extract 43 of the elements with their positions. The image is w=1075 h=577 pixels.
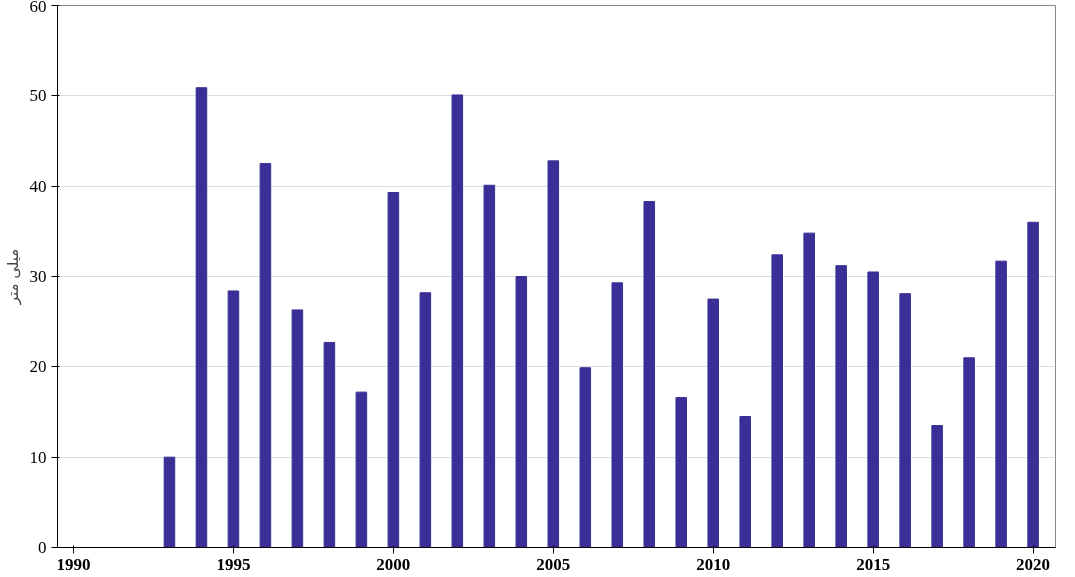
x-tick-label: 2005	[536, 554, 571, 574]
bar	[579, 367, 592, 548]
y-tick-label: 40	[29, 176, 47, 196]
y-tick-label: 60	[29, 0, 47, 16]
bar	[771, 254, 783, 548]
bar	[355, 391, 368, 548]
bar	[323, 341, 336, 548]
x-tick-label: 1995	[216, 554, 251, 574]
bar	[739, 416, 751, 548]
bar	[643, 201, 656, 548]
x-tick-label: 2015	[856, 554, 891, 574]
y-tick-label: 0	[38, 538, 47, 557]
bar	[611, 282, 624, 548]
bar	[899, 293, 911, 548]
bar	[515, 276, 528, 548]
bar	[963, 357, 975, 548]
bar	[195, 87, 208, 548]
x-tick-label: 2020	[1016, 554, 1051, 574]
bar	[707, 298, 720, 548]
bar	[259, 163, 272, 548]
bar	[547, 160, 560, 548]
bar	[835, 265, 847, 548]
bar	[419, 292, 432, 548]
y-tick-label: 50	[29, 86, 47, 106]
y-tick-label: 20	[29, 357, 47, 377]
bar	[1027, 221, 1039, 548]
bar	[803, 232, 815, 548]
y-tick-label: 30	[29, 267, 47, 286]
x-tick-label: 1990	[56, 554, 91, 574]
y-axis-title: میلی متر	[3, 248, 22, 306]
bar	[387, 191, 400, 548]
bar	[867, 271, 879, 548]
y-tick-label: 10	[29, 447, 47, 467]
bar	[451, 94, 464, 548]
bar	[995, 260, 1007, 548]
x-tick-label: 2000	[376, 554, 411, 574]
bar	[163, 456, 176, 548]
bar	[291, 309, 304, 548]
bar	[227, 290, 240, 548]
x-tick-label: 2010	[696, 554, 731, 574]
bar	[931, 425, 943, 548]
bar	[675, 397, 688, 548]
bar	[483, 184, 496, 548]
